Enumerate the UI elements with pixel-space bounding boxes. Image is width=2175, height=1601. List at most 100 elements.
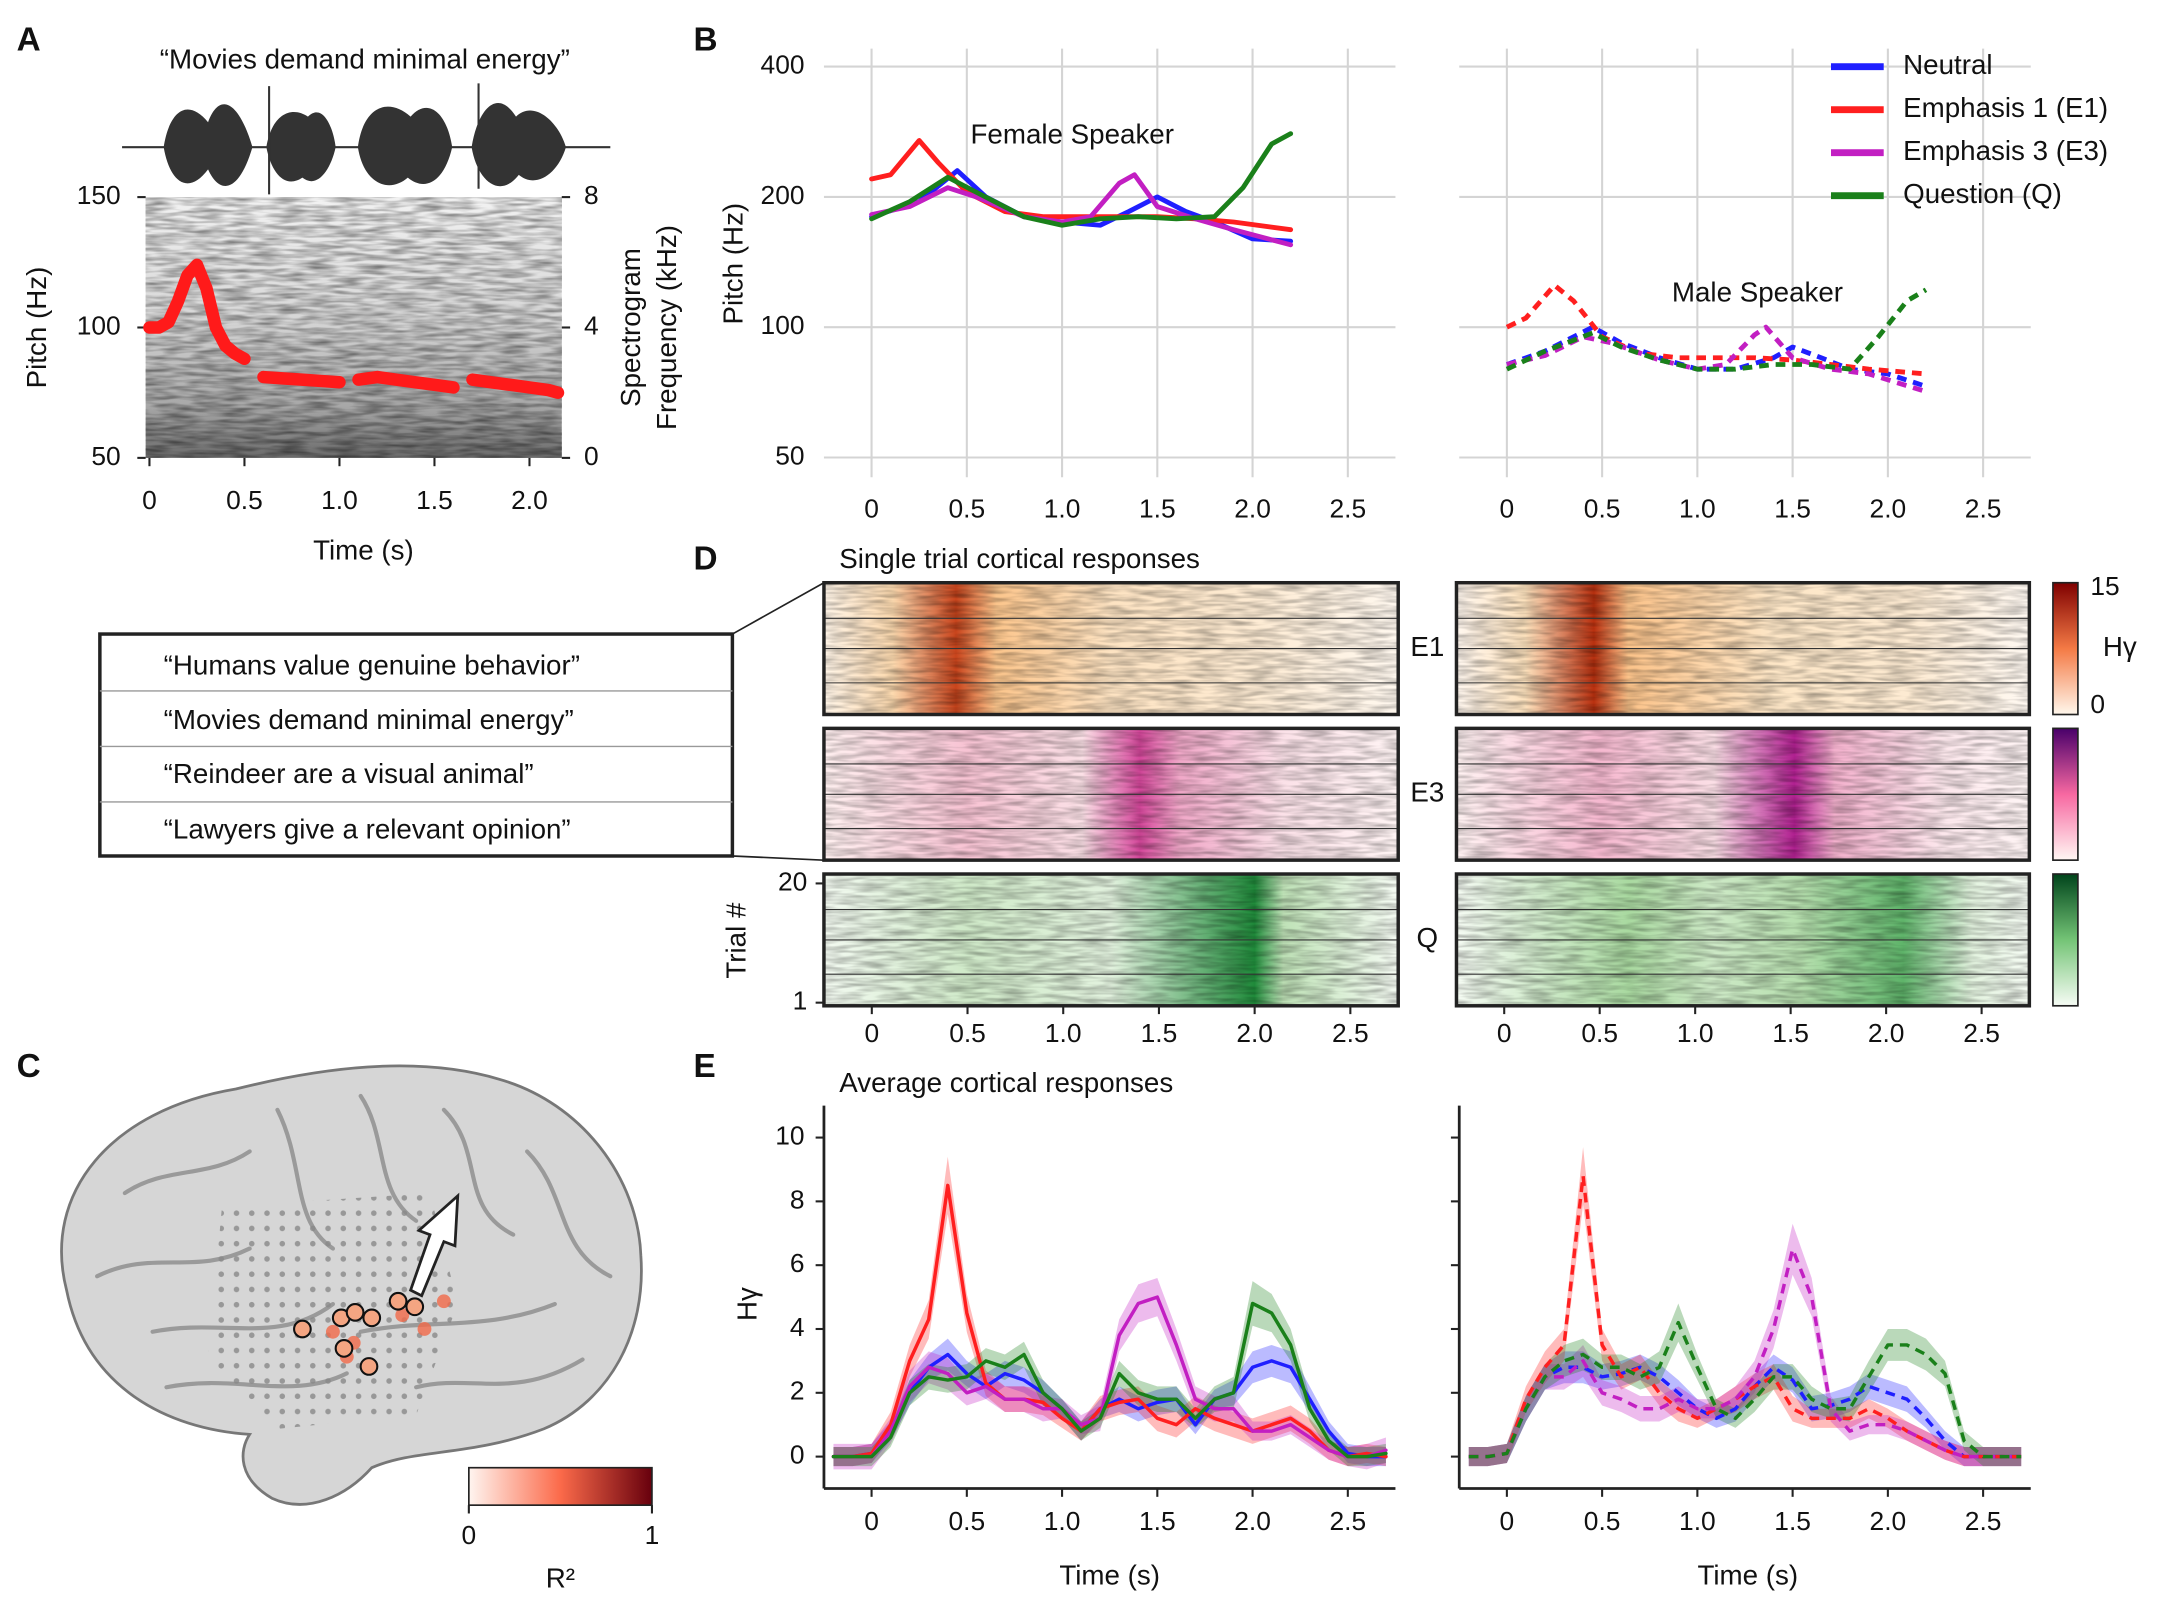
error-band (1468, 1303, 2022, 1467)
x-tick-label: 1.5 (1774, 494, 1811, 524)
x-tick-label: 0.5 (226, 485, 263, 515)
row-label: Q (1417, 922, 1439, 953)
x-tick-label: 0.5 (1581, 1018, 1618, 1048)
x-tick-label: 2.0 (1234, 494, 1271, 524)
x-tick-label: 2.5 (1330, 1506, 1367, 1536)
panel-label: E (694, 1048, 716, 1085)
y-tick-label: 2 (790, 1376, 805, 1406)
sentence: “Reindeer are a visual animal” (164, 758, 534, 789)
sentence: “Humans value genuine behavior” (164, 650, 580, 681)
heatmap-frame (1454, 726, 2032, 862)
x-tick-label: 0 (864, 494, 879, 524)
y-tick-label: 400 (761, 50, 805, 80)
x-tick-label: 1.0 (321, 485, 358, 515)
x-tick-label: 0.5 (949, 1506, 986, 1536)
line-series (1468, 1247, 2022, 1459)
x-tick-label: 1.5 (1139, 1506, 1176, 1536)
x-tick-label: 0.5 (949, 1018, 986, 1048)
error-band (833, 1156, 1386, 1467)
y-tick-label: 10 (775, 1121, 804, 1151)
x-tick-label: 1.0 (1679, 494, 1716, 524)
x-tick-label: 1.0 (1044, 1506, 1081, 1536)
x-axis-label: Time (s) (1059, 1560, 1160, 1591)
legend-label: Emphasis 3 (E3) (1903, 135, 2108, 166)
y-axis-label: Pitch (Hz) (718, 203, 749, 325)
y2-tick-label: 8 (584, 180, 599, 210)
y-tick-label: 150 (77, 180, 121, 210)
x-tick-label: 2.0 (1236, 1018, 1273, 1048)
x-tick-label: 1.5 (1141, 1018, 1178, 1048)
y-tick-label: 8 (790, 1184, 805, 1214)
x-tick-label: 2.0 (1234, 1506, 1271, 1536)
x-tick-label: 1.0 (1045, 1018, 1082, 1048)
waveform (122, 83, 611, 195)
row-label: E3 (1410, 777, 1444, 808)
x-tick-label: 0 (864, 1018, 879, 1048)
y-tick-label: 50 (775, 440, 804, 470)
x-tick-label: 2.5 (1330, 494, 1367, 524)
colorbar-tick-label: 1 (645, 1520, 660, 1550)
panel-label: B (694, 22, 718, 59)
x-tick-label: 0.5 (1584, 494, 1621, 524)
y-axis-label: Hγ (731, 1287, 762, 1321)
x-tick-label: 1.5 (416, 485, 453, 515)
colorbar-tick-label: 15 (2090, 571, 2119, 601)
x-tick-label: 0 (864, 1506, 879, 1536)
y-axis-label: Pitch (Hz) (21, 267, 52, 389)
colorbar (2052, 581, 2079, 716)
colorbar-tick-label: 0 (2090, 689, 2105, 719)
colorbar (2052, 873, 2079, 1007)
x-tick-label: 1.5 (1774, 1506, 1811, 1536)
sentence-table: “Humans value genuine behavior” “Movies … (98, 581, 825, 861)
x-tick-label: 2.5 (1965, 1506, 2002, 1536)
heatmap-frame (822, 580, 1400, 717)
x-tick-label: 2.0 (1868, 1018, 1905, 1048)
x-tick-label: 1.0 (1044, 494, 1081, 524)
legend-label: Emphasis 1 (E1) (1903, 92, 2108, 123)
colorbar (2052, 727, 2079, 861)
legend-label: Question (Q) (1903, 178, 2062, 209)
y-tick-label: 50 (91, 441, 120, 471)
line-series (831, 1183, 1388, 1459)
x-tick-label: 2.5 (1332, 1018, 1369, 1048)
y-tick-label: 4 (790, 1312, 805, 1342)
line-series (869, 131, 1294, 228)
y-tick-label: 200 (761, 180, 805, 210)
y-tick-label: 100 (761, 310, 805, 340)
heatmap-frame (822, 872, 1400, 1008)
x-tick-label: 2.0 (511, 485, 548, 515)
spectrogram-texture (145, 197, 562, 458)
y-tick-label: 100 (77, 310, 121, 340)
line-series (831, 1295, 1388, 1459)
colorbar (468, 1466, 653, 1506)
colorbar-label: Hγ (2103, 631, 2137, 662)
y-tick-label: 20 (778, 866, 807, 896)
row-label: E1 (1410, 631, 1444, 662)
y-tick-label: 0 (790, 1440, 805, 1470)
sentence: “Lawyers give a relevant opinion” (164, 813, 571, 844)
error-band (1468, 1351, 2022, 1467)
line-series (143, 258, 565, 399)
x-tick-label: 0.5 (1584, 1506, 1621, 1536)
chart-title: Single trial cortical responses (839, 543, 1200, 574)
error-band (1468, 1223, 2022, 1467)
x-tick-label: 0 (1500, 1506, 1515, 1536)
legend-label: Neutral (1903, 49, 1992, 80)
x-tick-label: 1.0 (1679, 1506, 1716, 1536)
y2-axis-label: Spectrogram (615, 248, 646, 407)
sentence: “Movies demand minimal energy” (164, 704, 574, 735)
x-tick-label: 0 (1500, 494, 1515, 524)
colorbar-tick-label: 0 (462, 1520, 477, 1550)
x-tick-label: 2.0 (1870, 494, 1907, 524)
x-tick-label: 0 (1497, 1018, 1512, 1048)
x-tick-label: 0.5 (949, 494, 986, 524)
x-tick-label: 2.5 (1963, 1018, 2000, 1048)
y2-axis-label: Frequency (kHz) (651, 225, 682, 430)
panel-label: C (17, 1048, 41, 1085)
chart-title: Average cortical responses (839, 1067, 1173, 1098)
chart-title: “Movies demand minimal energy” (160, 43, 570, 74)
x-axis-label: Time (s) (313, 535, 414, 566)
panel-label: A (17, 22, 41, 59)
x-tick-label: 1.5 (1139, 494, 1176, 524)
brain-surface (60, 1064, 643, 1506)
